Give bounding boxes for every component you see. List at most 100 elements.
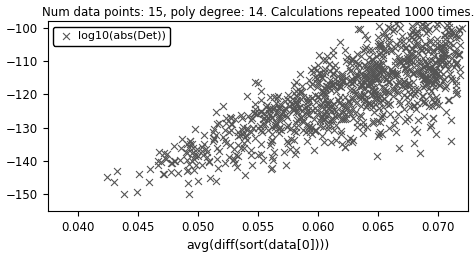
log10(abs(Det)) bbox=[362, 67, 369, 71]
log10(abs(Det)) bbox=[404, 58, 412, 62]
log10(abs(Det)) bbox=[367, 65, 375, 69]
log10(abs(Det)) bbox=[113, 169, 121, 173]
log10(abs(Det)) bbox=[393, 88, 401, 92]
log10(abs(Det)) bbox=[398, 34, 405, 38]
log10(abs(Det)) bbox=[194, 154, 201, 158]
log10(abs(Det)) bbox=[328, 117, 335, 121]
log10(abs(Det)) bbox=[229, 158, 237, 162]
log10(abs(Det)) bbox=[440, 62, 448, 66]
log10(abs(Det)) bbox=[421, 59, 428, 63]
log10(abs(Det)) bbox=[363, 72, 370, 77]
log10(abs(Det)) bbox=[410, 80, 417, 84]
log10(abs(Det)) bbox=[346, 61, 353, 65]
log10(abs(Det)) bbox=[268, 138, 275, 142]
log10(abs(Det)) bbox=[357, 71, 365, 76]
log10(abs(Det)) bbox=[430, 100, 438, 104]
log10(abs(Det)) bbox=[251, 80, 258, 84]
log10(abs(Det)) bbox=[325, 127, 332, 131]
log10(abs(Det)) bbox=[318, 115, 326, 119]
log10(abs(Det)) bbox=[413, 55, 420, 59]
log10(abs(Det)) bbox=[258, 89, 265, 93]
log10(abs(Det)) bbox=[270, 150, 277, 154]
log10(abs(Det)) bbox=[357, 93, 365, 98]
log10(abs(Det)) bbox=[379, 105, 386, 109]
log10(abs(Det)) bbox=[299, 118, 306, 122]
log10(abs(Det)) bbox=[295, 105, 303, 109]
log10(abs(Det)) bbox=[368, 47, 375, 52]
log10(abs(Det)) bbox=[452, 92, 460, 96]
log10(abs(Det)) bbox=[260, 117, 267, 121]
log10(abs(Det)) bbox=[445, 21, 453, 26]
log10(abs(Det)) bbox=[247, 153, 255, 157]
log10(abs(Det)) bbox=[254, 126, 262, 131]
log10(abs(Det)) bbox=[420, 114, 428, 118]
log10(abs(Det)) bbox=[446, 98, 453, 102]
log10(abs(Det)) bbox=[255, 152, 262, 157]
log10(abs(Det)) bbox=[322, 87, 330, 91]
log10(abs(Det)) bbox=[183, 158, 191, 162]
log10(abs(Det)) bbox=[330, 102, 338, 107]
log10(abs(Det)) bbox=[405, 59, 412, 63]
log10(abs(Det)) bbox=[359, 124, 367, 128]
log10(abs(Det)) bbox=[341, 144, 349, 149]
log10(abs(Det)) bbox=[351, 60, 358, 64]
log10(abs(Det)) bbox=[356, 63, 363, 68]
log10(abs(Det)) bbox=[272, 101, 280, 105]
log10(abs(Det)) bbox=[331, 62, 339, 67]
log10(abs(Det)) bbox=[353, 65, 361, 69]
log10(abs(Det)) bbox=[369, 61, 377, 65]
log10(abs(Det)) bbox=[233, 165, 240, 169]
log10(abs(Det)) bbox=[293, 102, 301, 106]
log10(abs(Det)) bbox=[332, 88, 340, 93]
log10(abs(Det)) bbox=[237, 113, 245, 117]
log10(abs(Det)) bbox=[339, 117, 347, 121]
log10(abs(Det)) bbox=[318, 114, 326, 118]
log10(abs(Det)) bbox=[258, 130, 266, 134]
log10(abs(Det)) bbox=[348, 81, 356, 85]
log10(abs(Det)) bbox=[185, 192, 193, 196]
log10(abs(Det)) bbox=[446, 45, 453, 49]
log10(abs(Det)) bbox=[327, 119, 334, 123]
log10(abs(Det)) bbox=[186, 139, 193, 143]
log10(abs(Det)) bbox=[277, 128, 285, 132]
log10(abs(Det)) bbox=[226, 143, 234, 147]
log10(abs(Det)) bbox=[432, 74, 439, 78]
log10(abs(Det)) bbox=[199, 145, 206, 149]
log10(abs(Det)) bbox=[349, 57, 356, 61]
log10(abs(Det)) bbox=[334, 98, 341, 102]
log10(abs(Det)) bbox=[292, 151, 299, 156]
log10(abs(Det)) bbox=[353, 120, 361, 124]
log10(abs(Det)) bbox=[418, 44, 425, 48]
log10(abs(Det)) bbox=[325, 62, 333, 66]
log10(abs(Det)) bbox=[426, 38, 434, 42]
log10(abs(Det)) bbox=[456, 43, 464, 47]
log10(abs(Det)) bbox=[313, 68, 320, 72]
log10(abs(Det)) bbox=[198, 149, 206, 154]
log10(abs(Det)) bbox=[259, 158, 267, 162]
log10(abs(Det)) bbox=[163, 152, 171, 156]
log10(abs(Det)) bbox=[317, 102, 324, 106]
log10(abs(Det)) bbox=[430, 69, 438, 73]
log10(abs(Det)) bbox=[279, 112, 286, 116]
log10(abs(Det)) bbox=[231, 117, 239, 122]
log10(abs(Det)) bbox=[334, 74, 342, 78]
log10(abs(Det)) bbox=[313, 108, 320, 112]
log10(abs(Det)) bbox=[110, 180, 118, 184]
log10(abs(Det)) bbox=[415, 19, 423, 23]
log10(abs(Det)) bbox=[404, 81, 412, 85]
log10(abs(Det)) bbox=[206, 159, 213, 163]
log10(abs(Det)) bbox=[363, 83, 371, 87]
log10(abs(Det)) bbox=[440, 33, 448, 37]
log10(abs(Det)) bbox=[438, 48, 445, 52]
log10(abs(Det)) bbox=[391, 63, 399, 67]
log10(abs(Det)) bbox=[281, 99, 288, 103]
log10(abs(Det)) bbox=[307, 68, 315, 72]
log10(abs(Det)) bbox=[452, 79, 460, 83]
log10(abs(Det)) bbox=[360, 92, 367, 96]
log10(abs(Det)) bbox=[385, 79, 393, 83]
log10(abs(Det)) bbox=[365, 66, 372, 70]
log10(abs(Det)) bbox=[261, 122, 269, 126]
log10(abs(Det)) bbox=[400, 107, 408, 111]
log10(abs(Det)) bbox=[377, 116, 385, 120]
log10(abs(Det)) bbox=[440, 46, 448, 51]
